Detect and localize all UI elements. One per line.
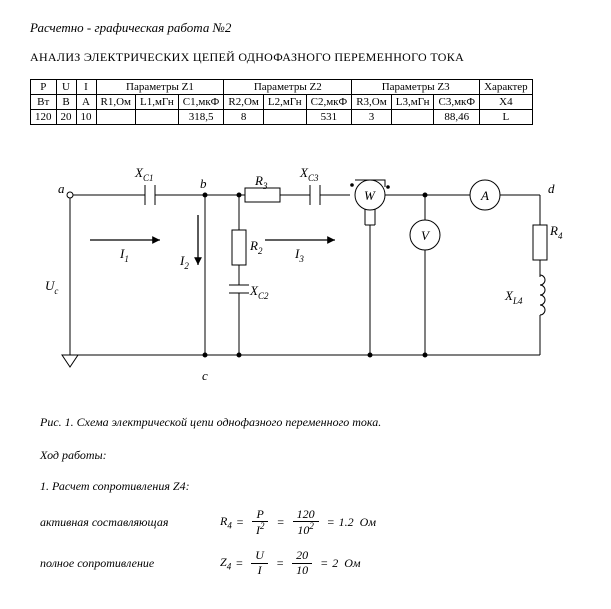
lhs: R4	[220, 514, 232, 530]
val-L3	[391, 110, 434, 125]
unit-I: А	[76, 95, 96, 110]
node-a-label: a	[58, 181, 65, 196]
table-row: 120 20 10 318,5 8 531 3 88,46 L	[31, 110, 533, 125]
val-C1: 318,5	[178, 110, 224, 125]
unit: Ом	[344, 556, 360, 571]
unit-U: В	[56, 95, 76, 110]
node-d-label: d	[548, 181, 555, 196]
unit-X4: X4	[480, 95, 533, 110]
col-Z2: Параметры Z2	[224, 80, 352, 95]
i1-label: I1	[119, 246, 129, 264]
result: 2	[332, 556, 338, 571]
unit-R2: R2,Ом	[224, 95, 264, 110]
val-R2: 8	[224, 110, 264, 125]
col-I: I	[76, 80, 96, 95]
xc3-label: XC3	[299, 165, 319, 183]
unit-C3: C3,мкФ	[434, 95, 480, 110]
fraction: U I	[251, 549, 268, 576]
formula-label: активная составляющая	[40, 515, 220, 530]
ammeter-label: A	[480, 188, 489, 203]
col-P: P	[31, 80, 57, 95]
val-C3: 88,46	[434, 110, 480, 125]
circuit-diagram: a b c d XC1 R3 XC3 R2 XC2 R4 XL4 I1 I2 I…	[30, 155, 580, 395]
voltmeter-label: V	[421, 228, 431, 243]
unit-L1: L1,мГн	[136, 95, 179, 110]
col-Z3: Параметры Z3	[352, 80, 480, 95]
params-table: P U I Параметры Z1 Параметры Z2 Параметр…	[30, 79, 533, 125]
col-char: Характер	[480, 80, 533, 95]
val-U: 20	[56, 110, 76, 125]
fraction: 120 102	[293, 508, 319, 537]
xl4-label: XL4	[504, 288, 523, 306]
result: 1.2	[339, 515, 354, 530]
fraction: P I2	[252, 508, 269, 537]
unit: Ом	[360, 515, 376, 530]
wattmeter-label: W	[364, 188, 376, 203]
unit-L3: L3,мГн	[391, 95, 434, 110]
step-1: 1. Расчет сопротивления Z4:	[40, 479, 581, 494]
unit-C2: C2,мкФ	[306, 95, 352, 110]
table-row: P U I Параметры Z1 Параметры Z2 Параметр…	[31, 80, 533, 95]
xc2-label: XC2	[249, 283, 269, 301]
i2-label: I2	[179, 253, 189, 271]
val-X4: L	[480, 110, 533, 125]
node-b-label: b	[200, 176, 207, 191]
xc1-label: XC1	[134, 165, 153, 183]
formula-z4: полное сопротивление Z4 = U I = 20 10 = …	[40, 549, 581, 576]
col-U: U	[56, 80, 76, 95]
val-R1	[96, 110, 136, 125]
unit-P: Вт	[31, 95, 57, 110]
uc-label: Uc	[45, 278, 58, 296]
val-P: 120	[31, 110, 57, 125]
col-Z1: Параметры Z1	[96, 80, 224, 95]
unit-C1: C1,мкФ	[178, 95, 224, 110]
val-L2	[263, 110, 306, 125]
i3-label: I3	[294, 246, 304, 264]
r2-label: R2	[249, 238, 263, 256]
lhs: Z4	[220, 555, 231, 571]
flow-heading: Ход работы:	[40, 448, 581, 463]
unit-L2: L2,мГн	[263, 95, 306, 110]
table-row: Вт В А R1,Ом L1,мГн C1,мкФ R2,Ом L2,мГн …	[31, 95, 533, 110]
val-I: 10	[76, 110, 96, 125]
figure-caption: Рис. 1. Схема электрической цепи однофаз…	[40, 415, 581, 430]
doc-title: Расчетно - графическая работа №2	[30, 20, 581, 36]
r4-label: R4	[549, 223, 563, 241]
fraction: 20 10	[292, 549, 312, 576]
formula-r4: активная составляющая R4 = P I2 = 120 10…	[40, 508, 581, 537]
doc-subtitle: АНАЛИЗ ЭЛЕКТРИЧЕСКИХ ЦЕПЕЙ ОДНОФАЗНОГО П…	[30, 50, 581, 65]
unit-R1: R1,Ом	[96, 95, 136, 110]
val-L1	[136, 110, 179, 125]
formula-label: полное сопротивление	[40, 556, 220, 571]
val-C2: 531	[306, 110, 352, 125]
node-c-label: c	[202, 368, 208, 383]
unit-R3: R3,Ом	[352, 95, 392, 110]
val-R3: 3	[352, 110, 392, 125]
